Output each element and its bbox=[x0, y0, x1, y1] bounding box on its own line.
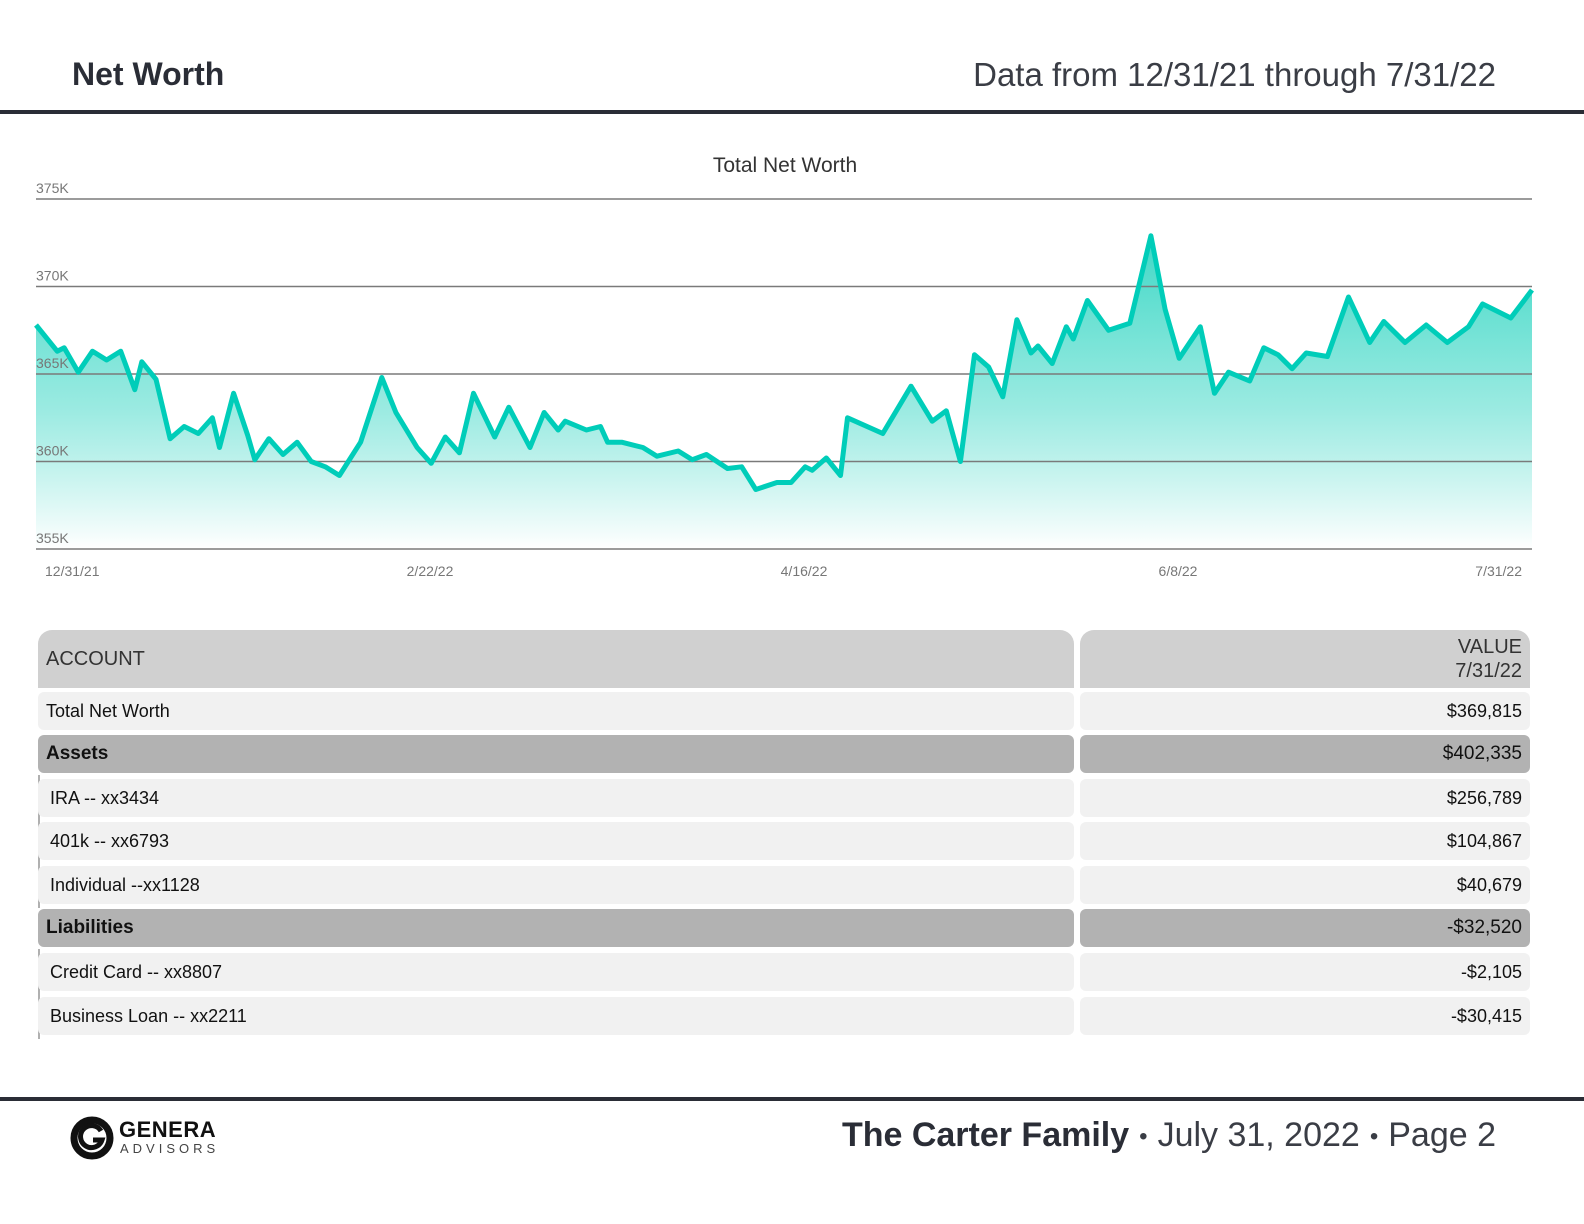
value-column-header: VALUE 7/31/22 bbox=[1080, 630, 1530, 688]
page-number: Page 2 bbox=[1388, 1116, 1496, 1154]
value-header-label: VALUE bbox=[1457, 636, 1522, 658]
chart-title: Total Net Worth bbox=[713, 154, 857, 177]
table-row: 401k -- xx6793 $104,867 bbox=[38, 818, 1530, 864]
account-value: $256,789 bbox=[1080, 779, 1530, 817]
logo-sub: ADVISORS bbox=[120, 1141, 220, 1156]
account-value: $104,867 bbox=[1080, 822, 1530, 860]
table-row: Business Loan -- xx2211 -$30,415 bbox=[38, 993, 1530, 1039]
account-value: $369,815 bbox=[1080, 692, 1530, 730]
account-name: Total Net Worth bbox=[38, 692, 1074, 730]
x-tick-label: 6/8/22 bbox=[1159, 563, 1198, 579]
table-row: IRA -- xx3434 $256,789 bbox=[38, 775, 1530, 821]
account-value: -$32,520 bbox=[1080, 909, 1530, 947]
net-worth-chart: Total Net Worth 355K 360K 365K 370K 375K 12/3… bbox=[34, 154, 1534, 579]
x-tick-label: 4/16/22 bbox=[781, 563, 828, 579]
net-worth-line bbox=[34, 233, 1534, 492]
y-tick-label: 375K bbox=[36, 180, 69, 196]
account-name: 401k -- xx6793 bbox=[38, 822, 1074, 860]
logo-g-icon bbox=[70, 1116, 114, 1160]
report-date: July 31, 2022 bbox=[1157, 1116, 1360, 1154]
account-name: Assets bbox=[38, 735, 1074, 773]
table-group-row: Liabilities -$32,520 bbox=[38, 909, 1530, 947]
logo-name: GENERA bbox=[119, 1117, 217, 1142]
y-tick-label: 360K bbox=[36, 443, 69, 459]
header-divider bbox=[0, 110, 1584, 114]
footer-info: The Carter Family • July 31, 2022 • Page 2 bbox=[842, 1116, 1496, 1155]
account-name: Credit Card -- xx8807 bbox=[38, 953, 1074, 991]
account-name: Business Loan -- xx2211 bbox=[38, 997, 1074, 1035]
account-name: IRA -- xx3434 bbox=[38, 779, 1074, 817]
y-tick-label: 365K bbox=[36, 355, 69, 371]
x-tick-label: 2/22/22 bbox=[407, 563, 454, 579]
table-row: Total Net Worth $369,815 bbox=[38, 692, 1530, 730]
x-tick-label: 7/31/22 bbox=[1475, 563, 1522, 579]
date-range: Data from 12/31/21 through 7/31/22 bbox=[973, 56, 1496, 93]
table-group-row: Assets $402,335 bbox=[38, 735, 1530, 773]
account-name: Individual --xx1128 bbox=[38, 866, 1074, 904]
separator: • bbox=[1369, 1123, 1379, 1151]
y-tick-label: 370K bbox=[36, 268, 69, 284]
value-header-date: 7/31/22 bbox=[1455, 660, 1522, 682]
account-value: -$30,415 bbox=[1080, 997, 1530, 1035]
account-column-header: ACCOUNT bbox=[38, 630, 1074, 688]
table-header: ACCOUNT VALUE 7/31/22 bbox=[38, 630, 1530, 688]
account-name: Liabilities bbox=[38, 909, 1074, 947]
separator: • bbox=[1139, 1123, 1148, 1151]
account-value: -$2,105 bbox=[1080, 953, 1530, 991]
y-tick-label: 355K bbox=[36, 530, 69, 546]
account-value: $402,335 bbox=[1080, 735, 1530, 773]
client-name: The Carter Family bbox=[841, 1116, 1130, 1154]
footer-divider bbox=[0, 1097, 1584, 1101]
table-row: Credit Card -- xx8807 -$2,105 bbox=[38, 949, 1530, 995]
x-tick-label: 12/31/21 bbox=[45, 563, 100, 579]
net-worth-area bbox=[36, 235, 1532, 550]
account-value: $40,679 bbox=[1080, 866, 1530, 904]
table-row: Individual --xx1128 $40,679 bbox=[38, 862, 1530, 908]
genera-advisors-logo: GENERA ADVISORS bbox=[70, 1114, 230, 1162]
page-title: Net Worth bbox=[72, 56, 225, 92]
